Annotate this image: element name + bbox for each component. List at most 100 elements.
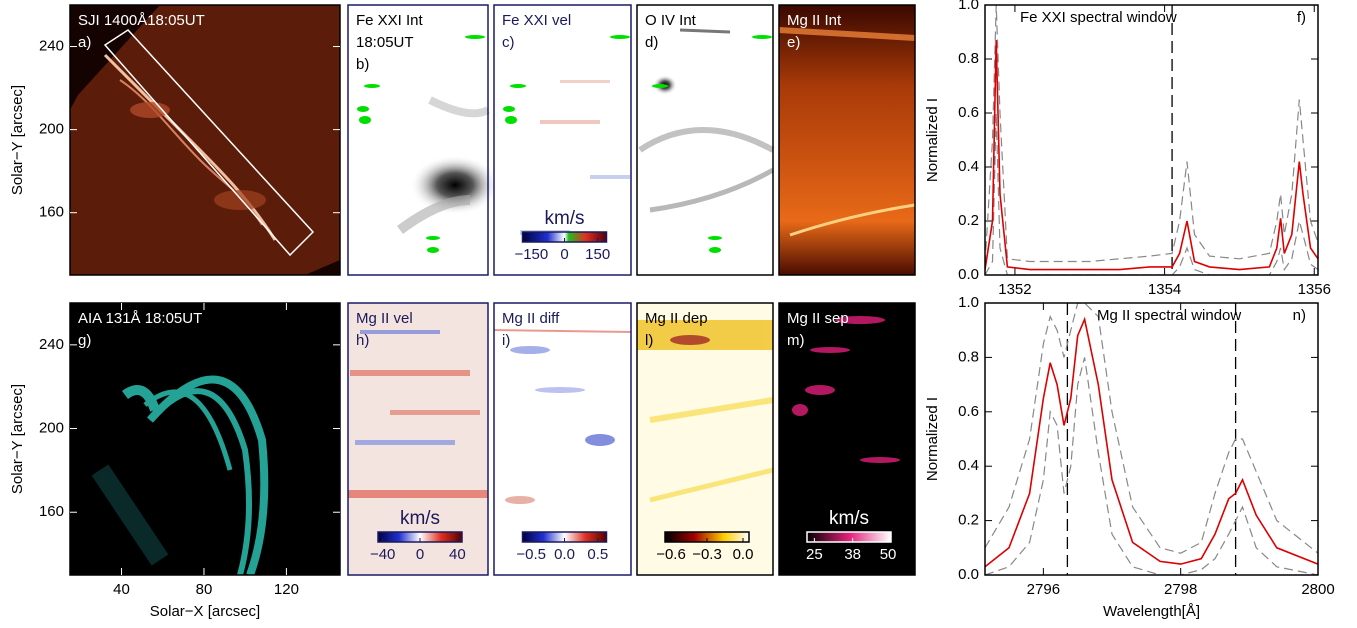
y-tick-label: 0.6 [958, 104, 979, 121]
y-axis-label: Solar−Y [arcsec] [9, 85, 26, 195]
panel-label: n) [1293, 307, 1306, 324]
panel-label: m) [787, 332, 805, 349]
panel-title: Mg II dep [645, 310, 708, 327]
x-tick-label: 80 [196, 581, 213, 598]
plot-frame [984, 302, 1319, 576]
spectrum-line [985, 316, 1318, 568]
panel-title: Mg II sep [787, 310, 849, 327]
spectrum-line [985, 5, 1318, 265]
y-axis-label: Normalized I [924, 98, 941, 182]
colorbar-tick-label: 25 [806, 546, 823, 563]
x-tick-label: 120 [274, 581, 299, 598]
panel-label: c) [502, 34, 515, 51]
colorbar-label: km/s [829, 508, 869, 529]
panel-frame [636, 4, 774, 276]
y-axis-label: Solar−Y [arcsec] [9, 384, 26, 494]
panel-title: Mg II Int [787, 12, 842, 29]
colorbar [806, 531, 892, 543]
x-tick-label: 1356 [1298, 281, 1331, 298]
y-tick-label: 0.2 [958, 212, 979, 229]
plot-area [985, 303, 1318, 575]
plot-area [985, 5, 1318, 275]
colorbar-tick-label: 38 [844, 546, 861, 563]
y-tick-label: 0.8 [958, 50, 979, 67]
colorbar-tick-label: 40 [449, 546, 466, 563]
y-tick-label: 240 [39, 38, 64, 55]
colorbar-tick-label: 150 [585, 246, 610, 263]
y-tick-label: 0.4 [958, 457, 979, 474]
colorbar-label: km/s [544, 208, 584, 229]
x-tick-label: 2798 [1164, 581, 1197, 598]
x-tick-label: 1352 [998, 281, 1031, 298]
panel-frame [493, 302, 632, 576]
y-tick-label: 240 [39, 336, 64, 353]
panel-frame [69, 4, 341, 276]
panel-label: f) [1297, 9, 1306, 26]
y-axis-label: Normalized I [924, 397, 941, 481]
panel-label: i) [502, 332, 510, 349]
colorbar-tick-label: 0 [560, 246, 568, 263]
panel-frame [347, 4, 489, 276]
image-art [70, 5, 916, 575]
colorbar-tick-label: 0.0 [733, 546, 754, 563]
y-tick-label: 1.0 [958, 0, 979, 13]
y-tick-label: 1.0 [958, 294, 979, 311]
panel-title: Mg II diff [502, 310, 560, 327]
panel-label: b) [356, 56, 369, 73]
colorbar-tick-label: −40 [370, 546, 395, 563]
x-tick-label: 2800 [1301, 581, 1334, 598]
colorbar-label: km/s [400, 508, 440, 529]
y-tick-label: 200 [39, 420, 64, 437]
plot-title: Mg II spectral window [1097, 307, 1241, 324]
spectrum-line [985, 303, 1318, 554]
x-axis-label: Solar−X [arcsec] [150, 603, 260, 620]
panel-subtitle: 18:05UT [356, 34, 414, 51]
x-tick-label: 1354 [1148, 281, 1181, 298]
x-axis-label: Wavelength[Å] [1103, 603, 1200, 620]
panel-title: O IV Int [645, 12, 697, 29]
spectrum-line [985, 40, 1318, 271]
panel-label: l) [645, 332, 653, 349]
panel-title: SJI 1400Å18:05UT [78, 12, 205, 29]
colorbar-tick-label: −0.3 [692, 546, 722, 563]
colorbar-tick-label: −0.6 [656, 546, 686, 563]
panel-frame [636, 302, 774, 576]
spectrum-line [985, 357, 1318, 575]
y-tick-label: 0.2 [958, 512, 979, 529]
panel-label: e) [787, 34, 800, 51]
y-tick-label: 0.0 [958, 566, 979, 583]
y-tick-label: 160 [39, 204, 64, 221]
y-tick-label: 0.8 [958, 348, 979, 365]
spectrum-line [985, 112, 1318, 275]
panel-label: g) [78, 332, 91, 349]
y-tick-label: 0.6 [958, 403, 979, 420]
panel-title: Fe XXI vel [502, 12, 571, 29]
y-tick-label: 160 [39, 503, 64, 520]
y-tick-label: 0.4 [958, 158, 979, 175]
plot-title: Fe XXI spectral window [1020, 9, 1177, 26]
y-tick-label: 200 [39, 121, 64, 138]
colorbar-tick-label: 0.5 [587, 546, 608, 563]
x-tick-label: 2796 [1027, 581, 1060, 598]
colorbar-tick-label: 0.0 [554, 546, 575, 563]
panel-title: AIA 131Å 18:05UT [78, 310, 202, 327]
panel-title: Mg II vel [356, 310, 413, 327]
panel-label: h) [356, 332, 369, 349]
colorbar-tick-label: 50 [880, 546, 897, 563]
colorbar-tick-label: −150 [514, 246, 548, 263]
panel-frame [347, 302, 489, 576]
panel-frame [493, 4, 632, 276]
panel-frame [778, 4, 916, 276]
x-tick-label: 40 [113, 581, 130, 598]
colorbar-tick-label: 0 [416, 546, 424, 563]
panel-label: a) [78, 34, 91, 51]
panel-frame [69, 302, 341, 576]
y-tick-label: 0.0 [958, 266, 979, 283]
plot-frame [984, 4, 1319, 276]
panel-title: Fe XXI Int [356, 12, 424, 29]
colorbar-tick-label: −0.5 [516, 546, 546, 563]
panel-label: d) [645, 34, 658, 51]
panel-frame [778, 302, 916, 576]
